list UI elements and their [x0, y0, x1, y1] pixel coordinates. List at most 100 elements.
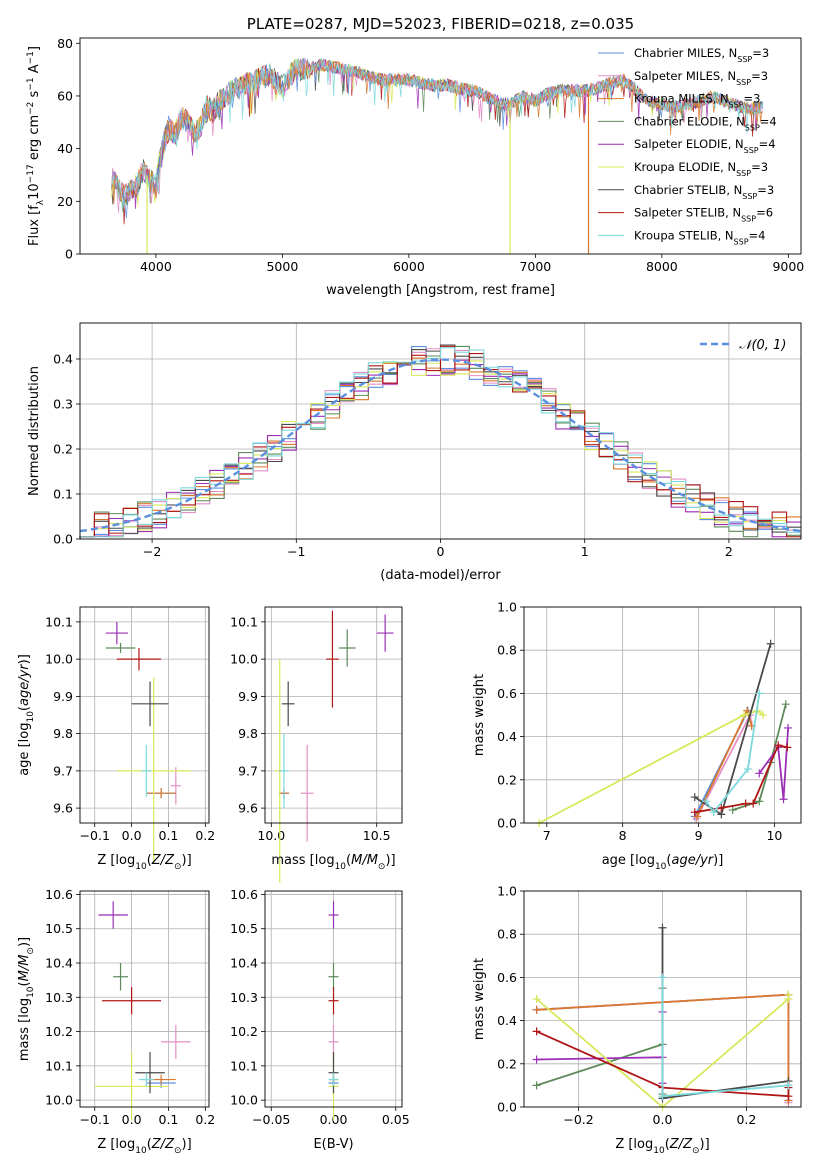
series-marker — [774, 741, 783, 750]
label-part: M/M — [351, 853, 378, 868]
label-part: −1 — [26, 51, 36, 64]
x-tick-label: −0.2 — [563, 1112, 593, 1127]
x-axis-label: (data-model)/error — [380, 568, 501, 583]
errorbar-chabrier-stelib — [281, 681, 295, 727]
label-part: Z [log — [97, 853, 135, 868]
y-tick-label: 10.4 — [45, 956, 73, 971]
label-part: ⊙ — [692, 1146, 700, 1156]
legend-entry: Chabrier STELIB, NSSP=3 — [634, 183, 774, 201]
x-tick-label: 10 — [766, 828, 782, 843]
x-tick-label: −1 — [287, 544, 305, 559]
x-tick-label: 8 — [619, 828, 627, 843]
x-tick-label: 1 — [581, 544, 589, 559]
errorbar-kroupa-stelib — [328, 1072, 339, 1087]
label-part: age [log — [17, 723, 32, 776]
y-tick-label: 10.6 — [230, 887, 258, 902]
series-marker — [690, 793, 699, 802]
x-axis-label: Z [log10(Z/Z⊙)] — [615, 1137, 709, 1156]
legend-sub: SSP — [736, 169, 751, 178]
x-tick-label: 0.05 — [382, 1112, 410, 1127]
series-marker — [743, 765, 752, 773]
legend-tail: =3 — [752, 46, 769, 60]
y-tick-label: 20 — [57, 194, 73, 209]
series-marker — [759, 711, 768, 719]
normal-curve — [79, 358, 802, 533]
label-part: age/yr — [671, 853, 714, 868]
label-part: ( — [665, 1137, 670, 1152]
label-part: ⊙ — [26, 947, 36, 955]
series-line — [705, 693, 761, 814]
legend-entry: 𝒩(0, 1) — [739, 338, 786, 353]
label-part: mass [log — [271, 853, 334, 868]
label-part: Z/Z — [669, 1137, 693, 1152]
series-marker — [781, 700, 790, 709]
x-axis-label: E(B-V) — [313, 1137, 353, 1152]
errorbar-chabrier-elodie — [105, 642, 136, 653]
spectrum-line-kroupa-stelib — [111, 57, 764, 209]
label-part: age/yr — [17, 663, 32, 706]
label-part: 10 — [26, 986, 36, 998]
legend-sub: SSP — [745, 123, 760, 132]
legend-text: Kroupa STELIB, N — [634, 228, 734, 242]
y-axis-label: age [log10(age/yr)] — [17, 654, 36, 776]
legend-entry: Salpeter MILES, NSSP=3 — [634, 69, 768, 87]
y-tick-label: 10.1 — [45, 1058, 73, 1073]
series-marker — [692, 814, 701, 823]
y-tick-label: 0.4 — [497, 1013, 517, 1028]
y-tick-label: 10.3 — [45, 990, 73, 1005]
legend-entry: Salpeter ELODIE, NSSP=4 — [634, 137, 776, 155]
x-tick-label: 2 — [725, 544, 733, 559]
y-axis-label: mass weight — [472, 958, 487, 1040]
axes-frame — [523, 890, 802, 1108]
series-line — [758, 727, 789, 800]
panel-age-vs-Z: −0.1 0.0 0.1 0.29.69.79.89.910.010.1Z [log1… — [17, 606, 215, 872]
y-tick-label: 10.0 — [45, 652, 73, 667]
x-axis-label: wavelength [Angstrom, rest frame] — [326, 283, 555, 298]
errorbar-salpeter-elodie — [328, 901, 339, 929]
label-part: )] — [17, 654, 32, 664]
legend-text: Salpeter MILES, N — [634, 69, 736, 83]
legend-tail: =6 — [756, 206, 773, 220]
series-marker — [784, 1092, 793, 1101]
label-part: −2 — [26, 102, 36, 115]
axes-frame — [264, 606, 403, 824]
x-tick-label: 7000 — [519, 259, 551, 274]
errorbar-salpeter-miles — [170, 767, 181, 805]
y-axis-label: mass weight — [472, 674, 487, 756]
errorbar-salpeter-elodie — [376, 614, 394, 652]
series-line — [536, 1012, 664, 1084]
legend-sub: SSP — [729, 100, 744, 109]
y-tick-label: 9.6 — [53, 801, 73, 816]
y-tick-label: 10.0 — [230, 652, 258, 667]
panel-mass-vs-Z: −0.1 0.0 0.1 0.210.010.110.210.310.410.510.… — [17, 887, 215, 1156]
legend-entry: Kroupa MILES, NSSP=3 — [634, 92, 760, 110]
label-part: erg cm — [27, 115, 42, 164]
y-axis-label: Normed distribution — [27, 366, 42, 496]
y-tick-label: 10.3 — [230, 990, 258, 1005]
label-part: 10 — [135, 1146, 147, 1156]
errorbar-chabrier-stelib — [135, 1052, 165, 1094]
panel-age-vs-mass: 10.0 10.5 9.6 9.7 9.8 9.9 10.0 10.1 mass [log10(… — [230, 606, 403, 883]
legend-sub: SSP — [734, 237, 749, 246]
legend-entry: Kroupa STELIB, NSSP=4 — [634, 228, 765, 246]
legend-sub: SSP — [744, 146, 759, 155]
errorbar-salpeter-elodie — [105, 621, 128, 645]
x-tick-label: 0.1 — [159, 828, 179, 843]
series-marker — [755, 769, 764, 778]
errorbar-salpeter-stelib — [328, 987, 339, 1015]
errorbar-chabrier-elodie — [113, 963, 128, 991]
x-tick-label: 0.0 — [653, 1112, 673, 1127]
label-part: 10 — [27, 183, 42, 200]
label-part: 10 — [653, 1146, 665, 1156]
series-marker — [784, 990, 793, 999]
errorbar-salpeter-miles — [161, 1024, 191, 1059]
errorbar-chabrier-stelib — [131, 681, 169, 727]
errorbar-kroupa-miles — [146, 788, 176, 799]
series-marker — [740, 711, 749, 719]
label-part: ⊙ — [378, 862, 386, 872]
x-tick-label: −0.05 — [252, 1112, 290, 1127]
label-part: 10 — [655, 862, 667, 872]
series-marker — [658, 923, 667, 932]
x-tick-label: 10.5 — [363, 828, 391, 843]
